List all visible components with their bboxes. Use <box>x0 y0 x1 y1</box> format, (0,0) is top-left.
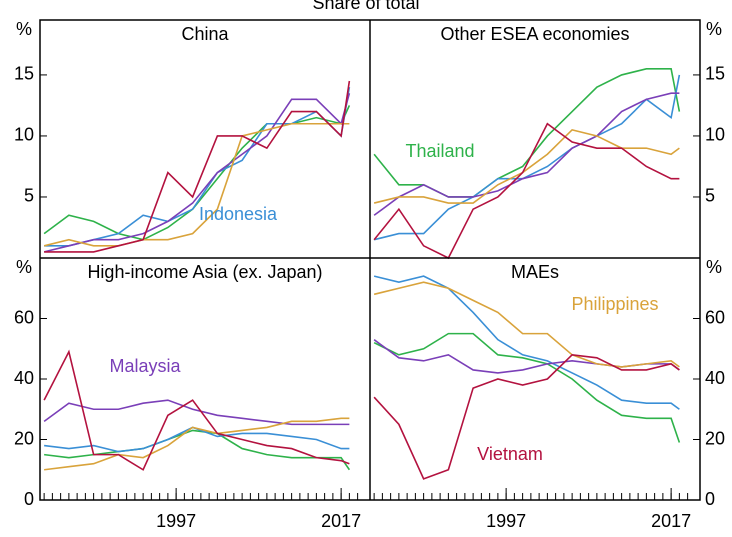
x-tick-label: 1997 <box>156 511 196 531</box>
series-line <box>373 122 680 260</box>
series-line <box>373 332 681 443</box>
series-line <box>373 128 680 204</box>
panel-title: Other ESEA economies <box>440 24 629 44</box>
y2-tick-label: 15 <box>705 64 725 84</box>
y2-tick-label: 0 <box>705 489 715 509</box>
series-line <box>43 399 350 426</box>
x-tick-label: 2017 <box>651 511 691 531</box>
y-tick-label: 60 <box>14 307 34 327</box>
unit-label: % <box>706 19 722 39</box>
y-tick-label: 15 <box>14 64 34 84</box>
unit-label: % <box>16 19 32 39</box>
series-label: Malaysia <box>109 356 181 376</box>
series-line <box>43 105 351 241</box>
x-tick-label: 2017 <box>321 511 361 531</box>
y-tick-label: 5 <box>24 186 34 206</box>
y2-tick-label: 40 <box>705 368 725 388</box>
y-tick-label: 0 <box>24 489 34 509</box>
series-line <box>43 122 350 247</box>
series-line <box>44 426 350 453</box>
y-tick-label: 40 <box>14 368 34 388</box>
y2-tick-label: 60 <box>705 307 725 327</box>
series-line <box>43 349 350 471</box>
series-line <box>44 417 350 471</box>
y-tick-label: 20 <box>14 428 34 448</box>
series-line <box>373 281 680 368</box>
unit-label: % <box>16 257 32 277</box>
y2-tick-label: 10 <box>705 125 725 145</box>
series-line <box>44 86 351 247</box>
panel-title: High-income Asia (ex. Japan) <box>87 262 322 282</box>
unit-label: % <box>706 257 722 277</box>
chart-title: Share of total <box>312 0 419 13</box>
y2-tick-label: 5 <box>705 186 715 206</box>
series-line <box>373 74 681 241</box>
panel-title: MAEs <box>511 262 559 282</box>
series-label: Thailand <box>405 141 474 161</box>
series-line <box>44 80 351 253</box>
series-line <box>43 93 351 253</box>
series-label: Philippines <box>571 294 658 314</box>
series-line <box>373 92 680 216</box>
series-line <box>373 353 680 480</box>
series-line <box>373 275 680 410</box>
y-tick-label: 10 <box>14 125 34 145</box>
y2-tick-label: 20 <box>705 428 725 448</box>
panel-title: China <box>181 24 229 44</box>
x-tick-label: 1997 <box>486 511 526 531</box>
series-label: Vietnam <box>477 444 543 464</box>
series-label: Indonesia <box>199 204 278 224</box>
